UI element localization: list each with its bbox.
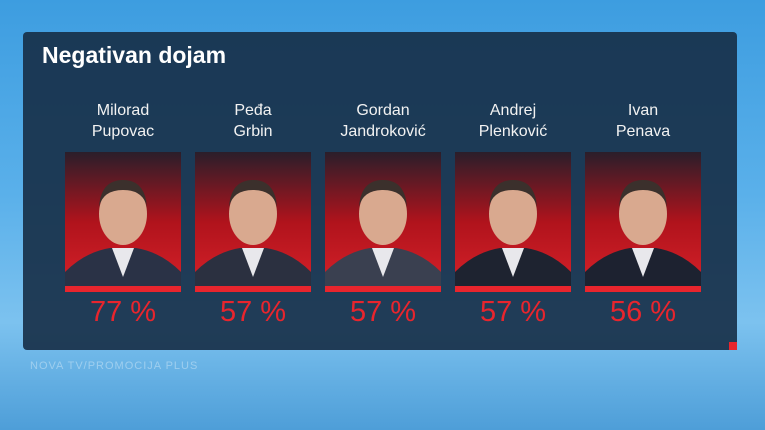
candidate-card: Gordan Jandroković 57 %	[325, 100, 441, 329]
result-percentage: 56 %	[609, 296, 677, 328]
first-name: Andrej	[489, 102, 537, 119]
last-name: Penava	[615, 123, 671, 140]
first-name: Peđa	[234, 102, 272, 119]
candidate-name: Gordan Jandroković	[325, 100, 441, 144]
candidate-name: Ivan Penava	[585, 100, 701, 144]
footer: NOVA TV/PROMOCIJA PLUS	[30, 360, 199, 372]
first-name: Ivan	[627, 102, 659, 119]
panel: Negativan dojam Milorad Pupovac 77 % Peđa G…	[23, 32, 737, 350]
title: Negativan dojam	[42, 42, 227, 68]
last-name: Pupovac	[91, 123, 155, 140]
last-name: Grbin	[233, 123, 273, 140]
candidate-card: Ivan Penava 56 %	[585, 100, 701, 329]
candidate-name: Milorad Pupovac	[65, 100, 181, 144]
first-name: Milorad	[96, 102, 150, 119]
candidate-name: Andrej Plenković	[455, 100, 571, 144]
corner-accent	[729, 342, 737, 350]
candidate-photo	[325, 152, 441, 292]
last-name: Jandroković	[340, 123, 426, 140]
candidate-photo	[65, 152, 181, 292]
result-percentage: 57 %	[219, 296, 287, 328]
candidate-photo	[195, 152, 311, 292]
candidate-name: Peđa Grbin	[195, 100, 311, 144]
candidate-card: Andrej Plenković 57 %	[455, 100, 571, 329]
candidate-photo	[585, 152, 701, 292]
candidate-photo	[455, 152, 571, 292]
first-name: Gordan	[356, 102, 410, 119]
candidate-card: Peđa Grbin 57 %	[195, 100, 311, 329]
candidate-card: Milorad Pupovac 77 %	[65, 100, 181, 329]
result-percentage: 77 %	[89, 296, 157, 328]
result-percentage: 57 %	[349, 296, 417, 328]
last-name: Plenković	[478, 123, 548, 140]
result-percentage: 57 %	[479, 296, 547, 328]
